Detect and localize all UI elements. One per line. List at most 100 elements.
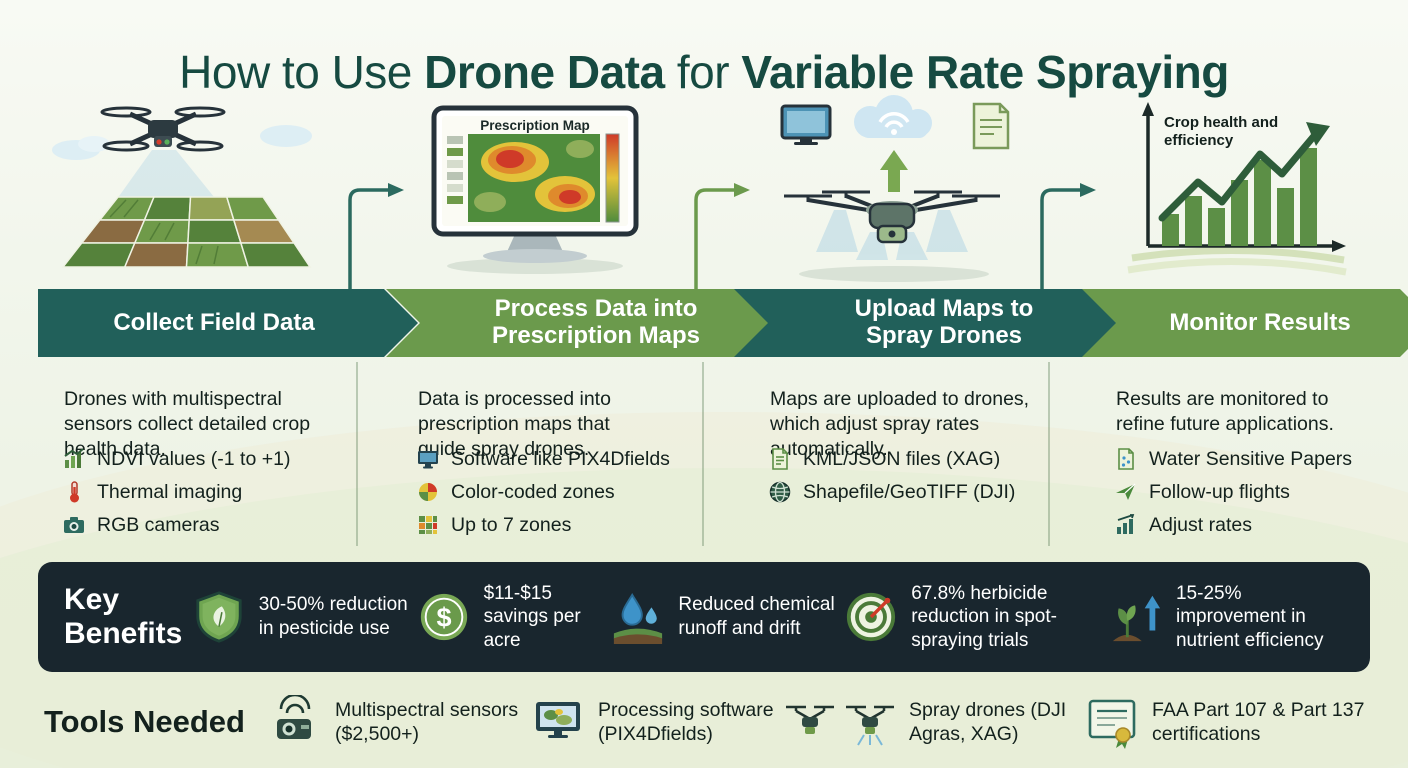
list-item: Color-coded zones bbox=[416, 480, 670, 504]
ndvi-chart-icon bbox=[64, 448, 84, 468]
shield-leaf-icon bbox=[196, 591, 242, 643]
flow-arrow-icon bbox=[694, 183, 750, 296]
multispectral-sensor-icon bbox=[277, 695, 311, 739]
list-item: RGB cameras bbox=[62, 513, 290, 537]
sprout-growth-icon bbox=[1112, 595, 1161, 642]
step-banner-label: Upload Maps to Spray Drones bbox=[854, 295, 1034, 349]
step-description-4: Results are monitored to refine future a… bbox=[1116, 387, 1334, 435]
list-item-label: Shapefile/GeoTIFF (DJI) bbox=[803, 480, 1016, 503]
tool-item: FAA Part 107 & Part 137 certifications bbox=[1085, 694, 1368, 750]
column-divider bbox=[1048, 362, 1050, 546]
paper-icon bbox=[1118, 448, 1134, 470]
dollar-glyph: $ bbox=[436, 603, 451, 633]
key-benefits-bar: Key Benefits 30-50% reduction in pestici… bbox=[38, 562, 1370, 672]
color-zones-icon bbox=[419, 483, 437, 501]
tools-needed-heading: Tools Needed bbox=[44, 704, 245, 739]
results-chart-illustration bbox=[1122, 96, 1352, 281]
step-banner-label: Collect Field Data bbox=[113, 308, 315, 336]
list-item: Thermal imaging bbox=[62, 480, 290, 504]
list-item-label: Up to 7 zones bbox=[451, 513, 572, 536]
title-emphasis-2: Variable Rate Spraying bbox=[741, 45, 1229, 98]
tool-label: FAA Part 107 & Part 137 certifications bbox=[1152, 698, 1365, 745]
flow-arrow-icon bbox=[1040, 183, 1096, 296]
step-description-3: Maps are uploaded to drones, which adjus… bbox=[770, 387, 1030, 461]
title-regular-1: How to Use bbox=[179, 45, 425, 98]
list-item-label: KML/JSON files (XAG) bbox=[803, 447, 1001, 470]
benefit-label: 67.8% herbicide reduction in spot-sprayi… bbox=[911, 582, 1057, 651]
adjust-chart-icon bbox=[1117, 514, 1135, 534]
benefit-item: Reduced chemical runoff and drift bbox=[611, 589, 838, 645]
list-item: Software like PIX4Dfields bbox=[416, 447, 670, 471]
drone-field-illustration bbox=[48, 92, 318, 287]
benefit-label: 15-25% improvement in nutrient efficienc… bbox=[1175, 582, 1324, 651]
benefit-item: 67.8% herbicide reduction in spot-sprayi… bbox=[844, 582, 1103, 653]
prescription-map-monitor-icon bbox=[431, 105, 639, 274]
page-title: How to Use Drone Data for Variable Rate … bbox=[0, 45, 1408, 99]
step-banner-collect-field-data: Collect Field Data bbox=[38, 289, 418, 357]
step-banner-label: Process Data into Prescription Maps bbox=[491, 295, 701, 349]
list-item-label: NDVI values (-1 to +1) bbox=[97, 447, 291, 470]
benefit-label: Reduced chemical runoff and drift bbox=[678, 594, 835, 639]
step-bullets-1: NDVI values (-1 to +1) Thermal imaging R… bbox=[62, 447, 290, 537]
file-icon bbox=[772, 448, 788, 470]
list-item-label: Color-coded zones bbox=[451, 480, 615, 503]
step-bullets-3: KML/JSON files (XAG) Shapefile/GeoTIFF (… bbox=[768, 447, 1015, 504]
zone-grid-icon bbox=[419, 516, 437, 534]
certification-icon bbox=[1088, 699, 1136, 749]
step-description-2: Data is processed into prescription maps… bbox=[418, 387, 611, 461]
benefit-item: 15-25% improvement in nutrient efficienc… bbox=[1109, 582, 1344, 653]
step-description-1: Drones with multispectral sensors collec… bbox=[64, 387, 311, 461]
tool-item: Processing software (PIX4Dfields) bbox=[531, 695, 784, 749]
list-item-label: Follow-up flights bbox=[1149, 480, 1290, 503]
list-item-label: Thermal imaging bbox=[97, 480, 243, 503]
step-banner-process-data: Process Data into Prescription Maps bbox=[386, 289, 802, 357]
tool-label: Processing software (PIX4Dfields) bbox=[598, 698, 774, 745]
spray-drone-upload-icon bbox=[780, 95, 1010, 282]
plane-icon bbox=[1116, 483, 1136, 500]
benefit-label: $11-$15 savings per acre bbox=[483, 582, 581, 651]
results-chart-label: Crop health and efficiency bbox=[1164, 114, 1279, 149]
column-divider bbox=[356, 362, 358, 546]
list-item: NDVI values (-1 to +1) bbox=[62, 447, 290, 471]
list-item: Follow-up flights bbox=[1114, 480, 1352, 504]
rgb-camera-icon bbox=[64, 517, 84, 533]
processing-software-icon bbox=[536, 702, 580, 738]
benefit-label: 30-50% reduction in pesticide use bbox=[258, 594, 408, 639]
tools-needed-row: Tools Needed Multispectral sensors ($2,5… bbox=[38, 682, 1370, 762]
title-regular-2: for bbox=[664, 45, 742, 98]
upload-spray-drone-illustration bbox=[742, 92, 1042, 289]
prescription-map-label: Prescription Map bbox=[480, 118, 590, 133]
key-benefits-heading: Key Benefits bbox=[64, 583, 183, 650]
list-item: Water Sensitive Papers bbox=[1114, 447, 1352, 471]
water-drops-icon bbox=[614, 592, 663, 644]
list-item-label: Software like PIX4Dfields bbox=[451, 447, 670, 470]
benefit-item: $ $11-$15 savings per acre bbox=[417, 582, 606, 653]
globe-icon bbox=[769, 481, 791, 503]
list-item-label: Adjust rates bbox=[1149, 513, 1252, 536]
list-item: KML/JSON files (XAG) bbox=[768, 447, 1015, 471]
list-item: Up to 7 zones bbox=[416, 513, 670, 537]
title-emphasis-1: Drone Data bbox=[424, 45, 665, 98]
step-bullets-4: Water Sensitive Papers Follow-up flights… bbox=[1114, 447, 1352, 537]
spray-target-icon bbox=[847, 592, 896, 642]
step-banner-upload-maps: Upload Maps to Spray Drones bbox=[734, 289, 1150, 357]
tool-item: Spray drones (DJI Agras, XAG) bbox=[784, 697, 1085, 747]
dollar-coin-icon: $ bbox=[420, 593, 467, 641]
tool-item: Multispectral sensors ($2,500+) bbox=[268, 695, 531, 749]
list-item: Shapefile/GeoTIFF (DJI) bbox=[768, 480, 1015, 504]
step-bullets-2: Software like PIX4Dfields Color-coded zo… bbox=[416, 447, 670, 537]
step-banner-label: Monitor Results bbox=[1169, 308, 1351, 336]
prescription-map-monitor-illustration bbox=[420, 104, 650, 281]
step-banner-monitor-results: Monitor Results bbox=[1082, 289, 1408, 357]
list-item-label: Water Sensitive Papers bbox=[1149, 447, 1353, 470]
growth-chart-icon bbox=[1127, 102, 1347, 276]
software-monitor-icon bbox=[418, 451, 438, 469]
tool-label: Multispectral sensors ($2,500+) bbox=[335, 698, 519, 745]
column-divider bbox=[702, 362, 704, 546]
list-item: Adjust rates bbox=[1114, 513, 1352, 537]
benefit-item: 30-50% reduction in pesticide use bbox=[192, 589, 411, 645]
spray-drones-icon bbox=[786, 705, 894, 746]
flow-arrow-icon bbox=[348, 183, 404, 296]
list-item-label: RGB cameras bbox=[97, 513, 220, 536]
